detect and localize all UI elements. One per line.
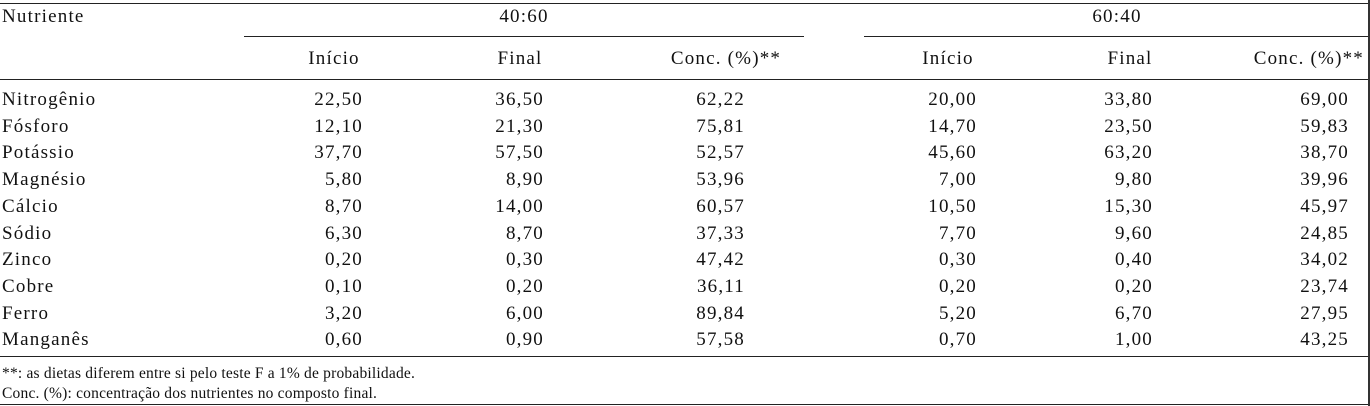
table-cell: 9,80 [1114, 169, 1153, 191]
header-bottom-rule [0, 79, 1370, 80]
table-cell: 69,00 [1300, 89, 1349, 110]
table-cell: 0,60 [324, 329, 363, 351]
row-nutrient-name: Cálcio [2, 195, 59, 217]
table-cell: 63,20 [1104, 142, 1153, 164]
table-cell: 23,50 [1104, 115, 1153, 137]
header-group-40-60: 40:60 [499, 6, 549, 27]
table-cell: 89,84 [696, 302, 745, 324]
row-nutrient-name: Cobre [2, 275, 55, 297]
table-cell: 20,00 [928, 89, 977, 110]
table-cell: 24,85 [1300, 222, 1349, 244]
table-cell: 8,70 [324, 195, 363, 217]
table-cell: 0,10 [324, 275, 363, 297]
table-cell: 62,22 [696, 89, 745, 110]
table-cell: 14,00 [495, 195, 544, 217]
table-cell: 60,57 [696, 195, 745, 217]
subheader-final-1: Final [497, 48, 543, 69]
row-nutrient-name: Magnésio [2, 169, 87, 191]
table-cell: 23,74 [1300, 275, 1349, 297]
table-cell: 52,57 [696, 142, 745, 164]
row-nutrient-name: Sódio [2, 222, 53, 244]
table-cell: 53,96 [696, 169, 745, 191]
table-cell: 0,20 [938, 275, 977, 297]
table-cell: 27,95 [1300, 302, 1349, 324]
top-rule [0, 3, 1370, 4]
subheader-inicio-1: Início [308, 48, 360, 69]
table-cell: 38,70 [1300, 142, 1349, 164]
header-group-60-40: 60:40 [1092, 6, 1142, 27]
table-cell: 37,70 [314, 142, 363, 164]
table-cell: 1,00 [1114, 329, 1153, 351]
table-cell: 8,90 [505, 169, 544, 191]
footnote-significance: **: as dietas diferem entre si pelo test… [2, 365, 416, 382]
subheader-conc-1: Conc. (%)** [670, 48, 782, 69]
table-cell: 0,20 [324, 249, 363, 271]
table-cell: 75,81 [696, 115, 745, 137]
row-nutrient-name: Fósforo [2, 115, 70, 137]
table-cell: 34,02 [1300, 249, 1349, 271]
table-cell: 6,30 [324, 222, 363, 244]
table-cell: 6,00 [505, 302, 544, 324]
row-nutrient-name: Ferro [2, 302, 50, 324]
table-cell: 6,70 [1114, 302, 1153, 324]
row-nutrient-name: Manganês [2, 329, 90, 351]
header-nutriente: Nutriente [2, 6, 85, 27]
table-cell: 14,70 [928, 115, 977, 137]
table-cell: 59,83 [1300, 115, 1349, 137]
table-cell: 9,60 [1114, 222, 1153, 244]
right-border [1368, 0, 1370, 406]
table-cell: 57,58 [696, 329, 745, 351]
body-bottom-rule [0, 356, 1370, 357]
group-rule-60-40 [864, 36, 1370, 37]
table-cell: 10,50 [928, 195, 977, 217]
table-cell: 45,97 [1300, 195, 1349, 217]
row-nutrient-name: Potássio [2, 142, 75, 164]
table-cell: 22,50 [314, 89, 363, 110]
table-cell: 5,80 [324, 169, 363, 191]
table-cell: 43,25 [1300, 329, 1349, 351]
table-cell: 0,70 [938, 329, 977, 351]
table-cell: 12,10 [314, 115, 363, 137]
table-cell: 45,60 [928, 142, 977, 164]
table-cell: 57,50 [495, 142, 544, 164]
table-cell: 0,20 [505, 275, 544, 297]
subheader-final-2: Final [1107, 48, 1153, 69]
table-cell: 0,90 [505, 329, 544, 351]
table-cell: 7,70 [938, 222, 977, 244]
table-cell: 0,30 [938, 249, 977, 271]
subheader-inicio-2: Início [922, 48, 974, 69]
table-cell: 5,20 [938, 302, 977, 324]
table-cell: 0,20 [1114, 275, 1153, 297]
table-cell: 7,00 [938, 169, 977, 191]
subheader-conc-2: Conc. (%)** [1253, 48, 1364, 69]
table-cell: 0,40 [1114, 249, 1153, 271]
table-cell: 36,50 [495, 89, 544, 110]
table-cell: 39,96 [1300, 169, 1349, 191]
table-end-rule [0, 404, 1370, 405]
table-cell: 37,33 [696, 222, 745, 244]
table-cell: 0,30 [505, 249, 544, 271]
table-cell: 36,11 [696, 275, 745, 297]
footnote-conc-definition: Conc. (%): concentração dos nutrientes n… [2, 385, 378, 402]
table-cell: 33,80 [1104, 89, 1153, 110]
row-nutrient-name: Nitrogênio [2, 89, 97, 110]
table-cell: 21,30 [495, 115, 544, 137]
table-cell: 47,42 [696, 249, 745, 271]
table-cell: 8,70 [505, 222, 544, 244]
table-cell: 3,20 [324, 302, 363, 324]
group-rule-40-60 [244, 36, 804, 37]
table-cell: 15,30 [1104, 195, 1153, 217]
row-nutrient-name: Zinco [2, 249, 53, 271]
